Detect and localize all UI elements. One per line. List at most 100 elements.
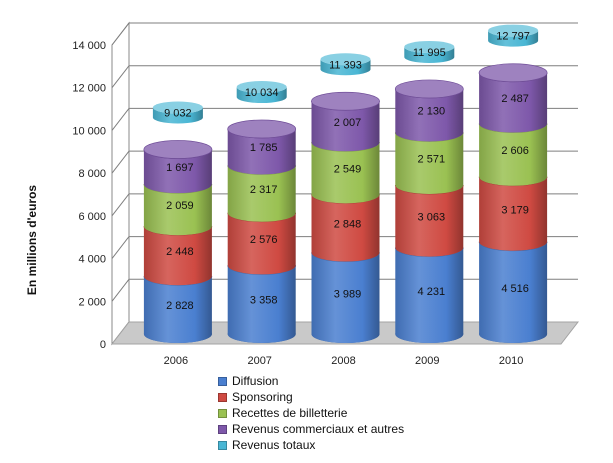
bar-segment-recettes-de-billetterie [143,184,212,236]
bar-top [478,63,548,83]
legend-swatch [218,440,227,450]
total-badge [236,87,287,104]
total-badge-top [404,40,455,53]
total-badge-top [488,24,539,37]
bar-group-2006: 2 828 2 448 2 059 1 697 9 032 [143,101,213,343]
data-label: 2 448 [166,246,194,258]
data-label: 4 231 [418,286,446,298]
bar-group-2008: 3 989 2 848 2 549 2 007 11 393 [311,53,380,343]
data-label: 3 358 [250,295,278,307]
data-label: 3 989 [334,288,362,300]
segment-edge [227,165,297,175]
legend-item: Sponsoring [218,389,404,405]
total-badge-top [152,101,203,114]
data-label: 1 697 [166,162,194,174]
bar-segment-recettes-de-billetterie [395,132,464,194]
bar-group-2007: 3 358 2 576 2 317 1 785 10 034 [227,81,297,343]
y-tick-label: 2 000 [78,296,106,308]
legend: Diffusion Sponsoring Recettes de billetter… [218,373,404,453]
segment-edge [227,265,297,275]
data-label: 2 848 [334,218,362,230]
bar-segment-recettes-de-billetterie [311,142,380,204]
data-label: 2 571 [418,154,446,166]
y-axis: 0 2 000 4 000 6 000 8 000 10 000 12 000 14 000 [72,40,106,351]
bar-group-2009: 4 231 3 063 2 571 2 130 11 995 [394,40,464,343]
segment-edge [478,176,548,187]
chart-walls [111,21,130,346]
data-label: 2 059 [166,200,194,212]
bar-segment-recettes-de-billetterie [227,165,296,222]
legend-item: Recettes de billetterie [218,405,404,421]
data-label: 4 516 [501,283,529,295]
data-label: 2 487 [501,93,529,105]
total-label: 11 393 [329,59,362,71]
data-label: 3 179 [501,204,529,216]
bar-segment-sponsoring [479,176,548,251]
gridline [111,65,578,89]
data-label: 2 576 [250,234,278,246]
data-label: 2 007 [334,117,362,129]
bar-segment-sponsoring [311,194,380,262]
bar-top [311,91,380,111]
bar-segment-diffusion [395,247,464,343]
y-tick-label: 0 [100,339,106,351]
legend-swatch [218,376,227,386]
bar-segment-diffusion [311,252,380,343]
x-tick-label: 2010 [499,355,523,367]
bar-segment-sponsoring [395,184,464,257]
bars: 2 828 2 448 2 059 1 697 9 032 3 358 2 576 2 317… [143,24,548,343]
legend-swatch [218,408,227,418]
segment-edge [478,123,548,133]
data-label: 2 606 [501,145,529,157]
bar-segment-diffusion [227,265,296,343]
total-badge [488,30,539,47]
total-badge [320,59,371,76]
bar-segment-revenus-commerciaux-et-autres [227,128,296,175]
segment-edge [478,241,548,252]
y-tick-label: 6 000 [78,211,106,223]
legend-item: Diffusion [218,373,404,389]
y-tick-label: 4 000 [78,254,106,266]
legend-label: Revenus commerciaux et autres [232,422,405,436]
legend-label: Recettes de billetterie [232,406,348,420]
data-label: 2 317 [250,184,278,196]
bar-segment-sponsoring [143,226,212,286]
side-wall [111,21,130,346]
data-label: 2 828 [166,300,194,312]
x-tick-label: 2009 [415,355,439,367]
bar-segment-revenus-commerciaux-et-autres [143,149,212,194]
x-axis: 2006 2007 2008 2009 2010 [164,355,524,367]
total-badge [404,46,455,63]
bar-segment-diffusion [143,276,212,343]
y-axis-title: En millions d'euros [25,185,39,296]
legend-label: Diffusion [232,374,279,388]
total-label: 11 995 [413,47,446,59]
bar-segment-revenus-commerciaux-et-autres [311,101,380,152]
data-label: 2 549 [334,163,362,175]
bar-top [227,119,297,139]
bar-segment-revenus-commerciaux-et-autres [395,88,464,142]
bar-top [394,79,464,99]
bar-segment-diffusion [479,241,548,343]
bar-segment-revenus-commerciaux-et-autres [479,72,548,133]
total-badge-top [236,81,287,94]
legend-item: Revenus commerciaux et autres [218,421,404,437]
segment-edge [227,212,297,223]
y-tick-label: 12 000 [72,83,106,95]
data-label: 2 130 [418,106,446,118]
legend-label: Sponsoring [232,390,293,404]
x-tick-label: 2008 [331,355,355,367]
bar-segment-recettes-de-billetterie [479,123,548,186]
x-tick-label: 2007 [247,355,271,367]
bar-group-2010: 4 516 3 179 2 606 2 487 12 797 [478,24,548,343]
bar-segment-sponsoring [227,212,296,275]
segment-edge [394,247,464,257]
y-tick-label: 8 000 [78,168,106,180]
x-tick-label: 2006 [164,355,188,367]
y-tick-label: 14 000 [72,40,106,52]
total-badge-top [320,53,371,66]
total-badge [152,107,203,124]
legend-item: Revenus totaux [218,437,404,453]
legend-swatch [218,424,227,434]
